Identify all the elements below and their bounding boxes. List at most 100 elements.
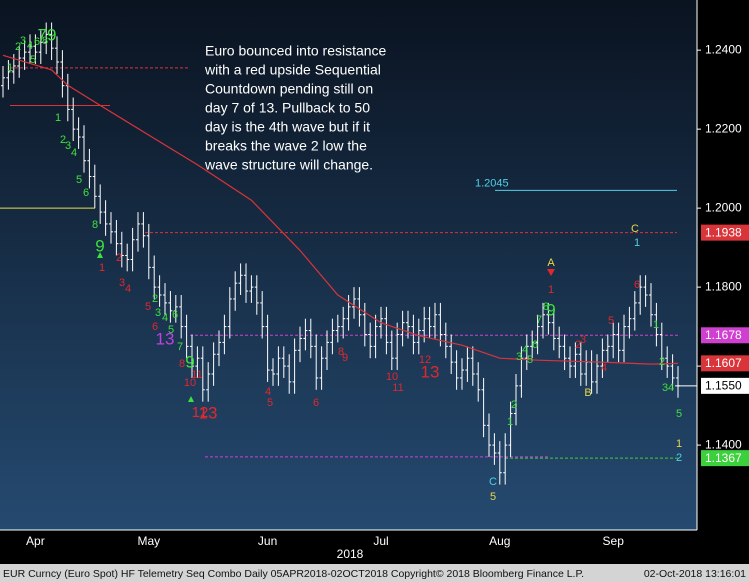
seq-count: 9 [95,236,104,255]
level-label-box [701,327,749,344]
seq-count: 13 [156,329,175,348]
seq-count: 1 [99,262,105,274]
level-label-box [701,450,749,467]
seq-count: 5 [145,301,151,313]
seq-count: 4 [162,312,168,324]
seq-count: 1 [7,62,13,74]
plot-area [0,0,697,530]
y-tick-label: 1.2200 [705,121,742,135]
level-label: 1.1678 [705,328,742,342]
y-tick-label: 1.2400 [705,42,742,56]
seq-count: 6 [83,187,89,199]
seq-count: A [547,257,555,269]
seq-count: 8 [92,219,98,231]
seq-count: C [631,223,639,235]
plot-layer: 1.2045 Euro bounced into resistance with a… [0,22,697,503]
commentary-line: Countdown pending still on [205,81,373,97]
level-label: 1.1367 [705,451,742,465]
level-label: 1.2045 [475,177,509,189]
seq-count: 5 [267,397,273,409]
up-arrow [188,396,194,402]
price-marker-box [701,355,749,372]
seq-count: 79 [38,25,57,44]
seq-count: 3 [516,351,522,363]
x-tick-label: Jun [258,534,277,548]
footer-text: EUR Curncy (Euro Spot) HF Telemetry Seq … [3,568,584,580]
seq-count: 1 [548,284,554,296]
seq-count: 6 [172,309,178,321]
seq-count: 13 [421,362,440,381]
seq-count: 5 [490,491,496,503]
seq-count: 7 [536,314,542,326]
seq-count: 11 [191,369,202,381]
x-tick-label: Apr [26,534,45,548]
seq-count: 8 [42,35,48,47]
seq-count: 4 [668,382,674,394]
seq-count: 7 [177,341,183,353]
seq-count: 5 [676,408,682,420]
seq-count: 6 [34,36,40,48]
seq-count: 2 [152,293,158,305]
axis-layer: 1.24001.22001.20001.18001.16001.1400AprM… [26,42,749,548]
x-tick-label: Jul [373,534,388,548]
commentary-line: wave structure will change. [204,157,373,173]
seq-count: 8 [543,301,549,313]
seq-count: C [489,476,497,488]
seq-count: 2 [15,41,21,53]
seq-count: 6 [152,321,158,333]
footer-timestamp: 02-Oct-2018 13:16:01 [644,568,746,580]
commentary-line: day 7 of 13. Pullback to 50 [205,100,370,116]
up-arrow [97,252,103,258]
seq-count: 5 [608,315,614,327]
level-label-box [701,224,749,241]
x-axis-year: 2018 [337,547,364,561]
seq-count: 4 [125,283,131,295]
seq-count: 10 [184,377,196,389]
seq-count: 6 [634,279,640,291]
seq-count: 3 [580,334,586,346]
y-tick-label: 1.1400 [705,437,742,451]
seq-count: 3 [65,140,71,152]
seq-count: 6 [313,397,319,409]
seq-count: 2 [659,356,665,368]
seq-count: 3 [119,277,125,289]
seq-count: 2 [60,134,66,146]
seq-count: 9 [342,352,348,364]
seq-count: 4 [265,386,271,398]
seq-count: 10 [386,371,398,383]
seq-count: 1 [55,112,61,124]
seq-count: 1 [507,416,513,428]
x-tick-label: Sep [603,534,625,548]
seq-count: 2 [575,339,581,351]
seq-count: 11 [392,382,403,394]
seq-count: 2 [511,399,517,411]
moving-average [2,54,679,365]
price-marker-box [701,377,749,394]
seq-count: 1 [634,237,640,249]
price-marker-label: 1.1550 [705,379,742,393]
commentary-line: day is the 4th wave but if it [205,119,370,135]
seq-count: 1 [676,438,682,450]
seq-count: 9 [185,352,194,371]
seq-count: 8 [338,346,344,358]
level-label: 1.1938 [705,225,742,239]
seq-count: 2 [116,252,122,264]
seq-count: 3 [155,307,161,319]
seq-count: 8 [179,358,185,370]
seq-count: 2 [676,452,682,464]
seq-count: 4 [522,344,528,356]
seq-count: 12 [419,354,431,366]
commentary-line: breaks the wave 2 low the [205,138,367,154]
seq-count: 12 [192,404,209,421]
footer-band [0,564,749,582]
seq-count: 1 [653,319,659,331]
seq-count: 3 [662,382,668,394]
x-tick-label: Aug [489,534,510,548]
y-tick-label: 1.2000 [705,200,742,214]
down-arrow [547,269,555,276]
seq-count: 4 [27,40,33,52]
y-tick-label: 1.1800 [705,279,742,293]
seq-count: 5 [30,54,36,66]
